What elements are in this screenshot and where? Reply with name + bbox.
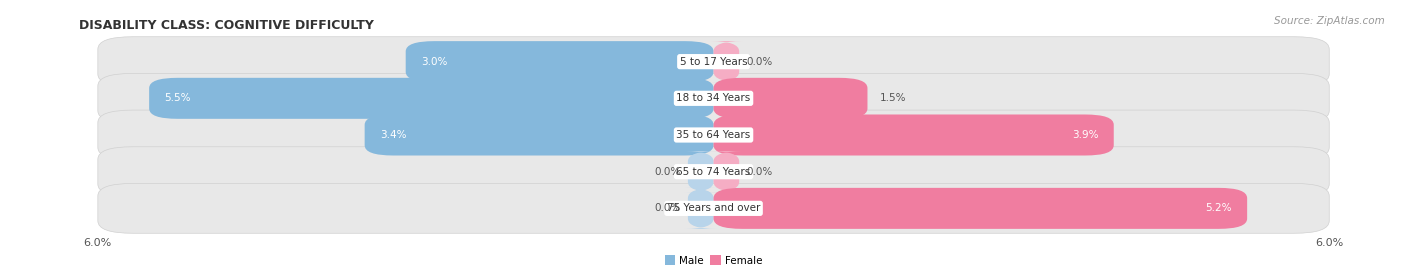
FancyBboxPatch shape (714, 188, 1247, 229)
FancyBboxPatch shape (714, 114, 1114, 156)
Text: 0.0%: 0.0% (747, 57, 773, 67)
Text: 5.5%: 5.5% (165, 93, 191, 103)
Text: 0.0%: 0.0% (654, 203, 681, 213)
Legend: Male, Female: Male, Female (661, 251, 766, 270)
FancyBboxPatch shape (98, 37, 1329, 87)
Text: 0.0%: 0.0% (747, 167, 773, 177)
Text: 65 to 74 Years: 65 to 74 Years (676, 167, 751, 177)
Text: Source: ZipAtlas.com: Source: ZipAtlas.com (1274, 16, 1385, 26)
Text: 5.2%: 5.2% (1205, 203, 1232, 213)
FancyBboxPatch shape (98, 147, 1329, 197)
Text: 35 to 64 Years: 35 to 64 Years (676, 130, 751, 140)
Text: 3.0%: 3.0% (420, 57, 447, 67)
FancyBboxPatch shape (714, 78, 868, 119)
Text: 1.5%: 1.5% (880, 93, 907, 103)
FancyBboxPatch shape (710, 41, 742, 82)
FancyBboxPatch shape (406, 41, 714, 82)
Text: 5 to 17 Years: 5 to 17 Years (679, 57, 748, 67)
FancyBboxPatch shape (685, 188, 717, 229)
FancyBboxPatch shape (685, 151, 717, 192)
Text: 0.0%: 0.0% (654, 167, 681, 177)
FancyBboxPatch shape (98, 73, 1329, 123)
FancyBboxPatch shape (149, 78, 714, 119)
FancyBboxPatch shape (364, 114, 714, 156)
Text: DISABILITY CLASS: COGNITIVE DIFFICULTY: DISABILITY CLASS: COGNITIVE DIFFICULTY (79, 19, 374, 32)
Text: 3.4%: 3.4% (380, 130, 406, 140)
FancyBboxPatch shape (98, 183, 1329, 233)
FancyBboxPatch shape (710, 151, 742, 192)
Text: 18 to 34 Years: 18 to 34 Years (676, 93, 751, 103)
Text: 3.9%: 3.9% (1071, 130, 1098, 140)
FancyBboxPatch shape (98, 110, 1329, 160)
Text: 75 Years and over: 75 Years and over (666, 203, 761, 213)
